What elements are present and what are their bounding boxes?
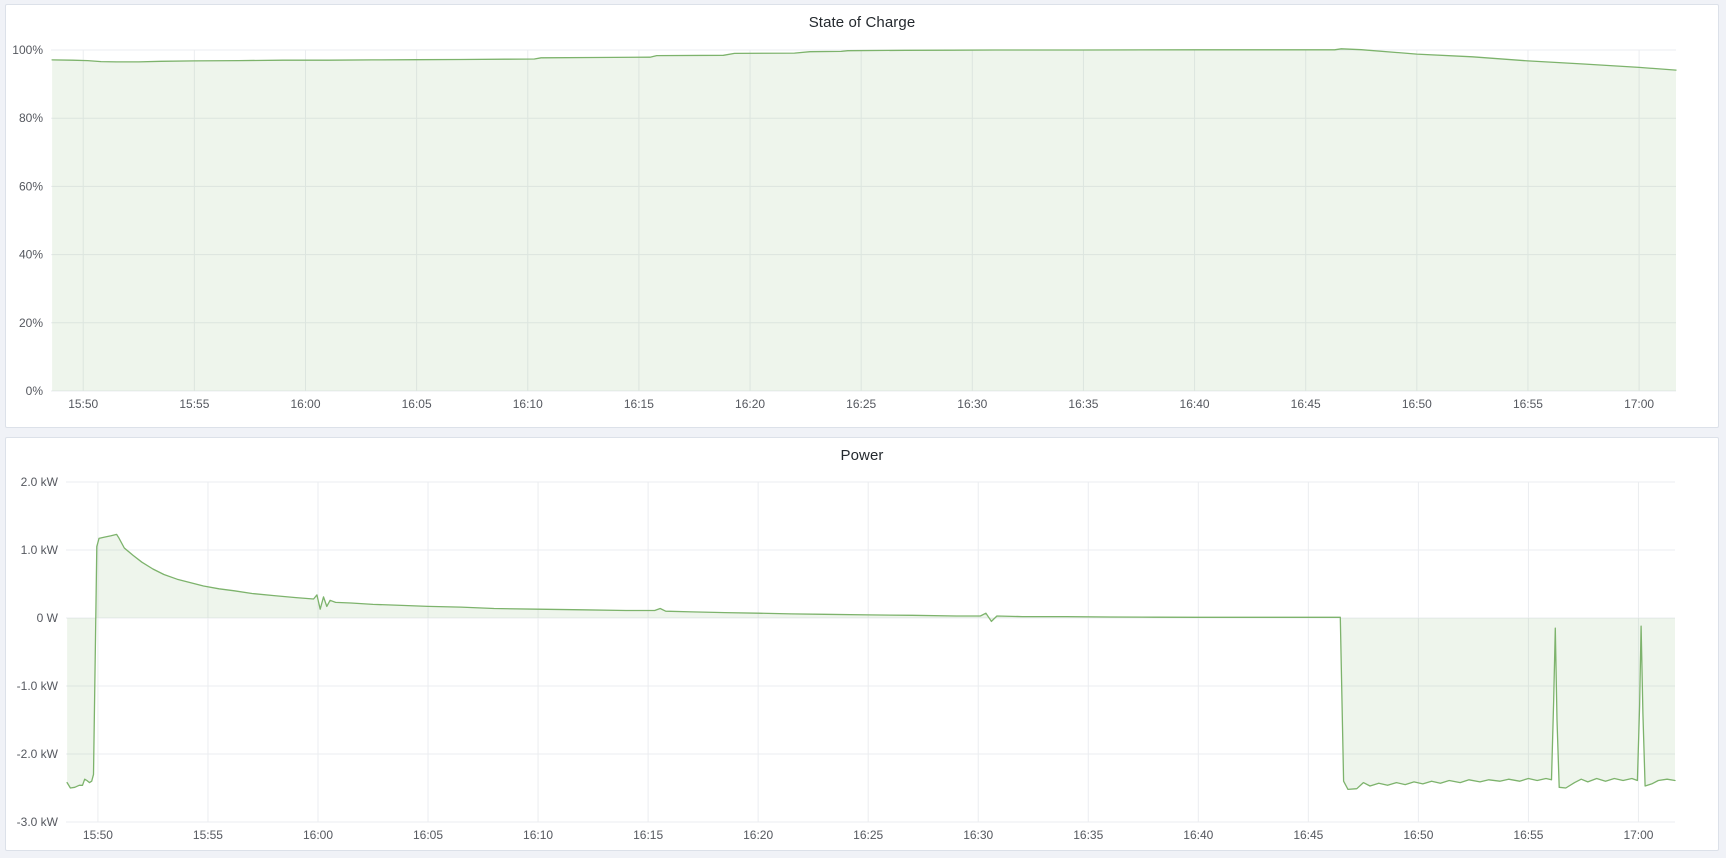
x-tick-label: 16:55 — [1513, 397, 1543, 411]
y-tick-label: 1.0 kW — [21, 543, 59, 557]
x-tick-label: 16:40 — [1183, 828, 1213, 842]
state-of-charge-plot: 100% 80% 60% 40% 20% 0% 15:50 15:55 16:00 16:05 16… — [12, 43, 1677, 411]
x-tick-label: 16:20 — [743, 828, 773, 842]
y-tick-label: 0 W — [37, 611, 59, 625]
power-series-fill — [67, 534, 1676, 790]
y-tick-label: 100% — [12, 43, 43, 57]
x-tick-label: 16:45 — [1293, 828, 1323, 842]
x-tick-label: 16:35 — [1073, 828, 1103, 842]
x-tick-label: 16:30 — [963, 828, 993, 842]
x-tick-label: 16:40 — [1180, 397, 1210, 411]
panel-power: 2.0 kW 1.0 kW 0 W -1.0 kW -2.0 kW -3.0 kW 15:5… — [5, 437, 1719, 851]
x-tick-label: 15:50 — [83, 828, 113, 842]
x-tick-label: 16:05 — [402, 397, 432, 411]
y-tick-label: 0% — [26, 384, 44, 398]
x-tick-label: 16:50 — [1402, 397, 1432, 411]
x-tick-label: 16:45 — [1291, 397, 1321, 411]
x-tick-label: 16:50 — [1403, 828, 1433, 842]
state-of-charge-chart[interactable]: 100% 80% 60% 40% 20% 0% 15:50 15:55 16:00 16:05 16… — [6, 5, 1718, 427]
x-tick-label: 16:25 — [853, 828, 883, 842]
x-tick-label: 16:55 — [1513, 828, 1543, 842]
x-tick-label: 16:15 — [624, 397, 654, 411]
x-tick-label: 15:55 — [193, 828, 223, 842]
x-tick-label: 16:25 — [846, 397, 876, 411]
power-series-line — [66, 533, 1676, 791]
x-tick-label: 16:00 — [290, 397, 320, 411]
y-tick-label: 60% — [19, 179, 43, 193]
x-tick-label: 16:20 — [735, 397, 765, 411]
x-tick-label: 15:55 — [179, 397, 209, 411]
x-tick-label: 16:10 — [523, 828, 553, 842]
x-tick-label: 16:30 — [957, 397, 987, 411]
y-tick-label: -3.0 kW — [17, 815, 59, 829]
state-of-charge-series-line — [51, 48, 1677, 71]
y-tick-label: 40% — [19, 248, 43, 262]
state-of-charge-series-fill — [52, 48, 1677, 392]
x-tick-label: 15:50 — [68, 397, 98, 411]
y-tick-label: 80% — [19, 111, 43, 125]
y-tick-label: 2.0 kW — [21, 475, 59, 489]
x-tick-label: 17:00 — [1624, 397, 1654, 411]
y-tick-label: -2.0 kW — [17, 747, 59, 761]
x-tick-label: 16:15 — [633, 828, 663, 842]
y-tick-label: 20% — [19, 316, 43, 330]
x-tick-label: 16:35 — [1068, 397, 1098, 411]
panel-title-state-of-charge[interactable]: State of Charge — [808, 14, 916, 31]
x-tick-label: 16:00 — [303, 828, 333, 842]
power-plot: 2.0 kW 1.0 kW 0 W -1.0 kW -2.0 kW -3.0 kW 15:5… — [17, 475, 1676, 842]
x-tick-label: 16:10 — [513, 397, 543, 411]
power-chart[interactable]: 2.0 kW 1.0 kW 0 W -1.0 kW -2.0 kW -3.0 kW 15:5… — [6, 438, 1718, 850]
y-tick-label: -1.0 kW — [17, 679, 59, 693]
panel-state-of-charge: 100% 80% 60% 40% 20% 0% 15:50 15:55 16:00 16:05 16… — [5, 4, 1719, 428]
x-tick-label: 17:00 — [1623, 828, 1653, 842]
panel-title-power[interactable]: Power — [840, 447, 884, 464]
x-tick-label: 16:05 — [413, 828, 443, 842]
